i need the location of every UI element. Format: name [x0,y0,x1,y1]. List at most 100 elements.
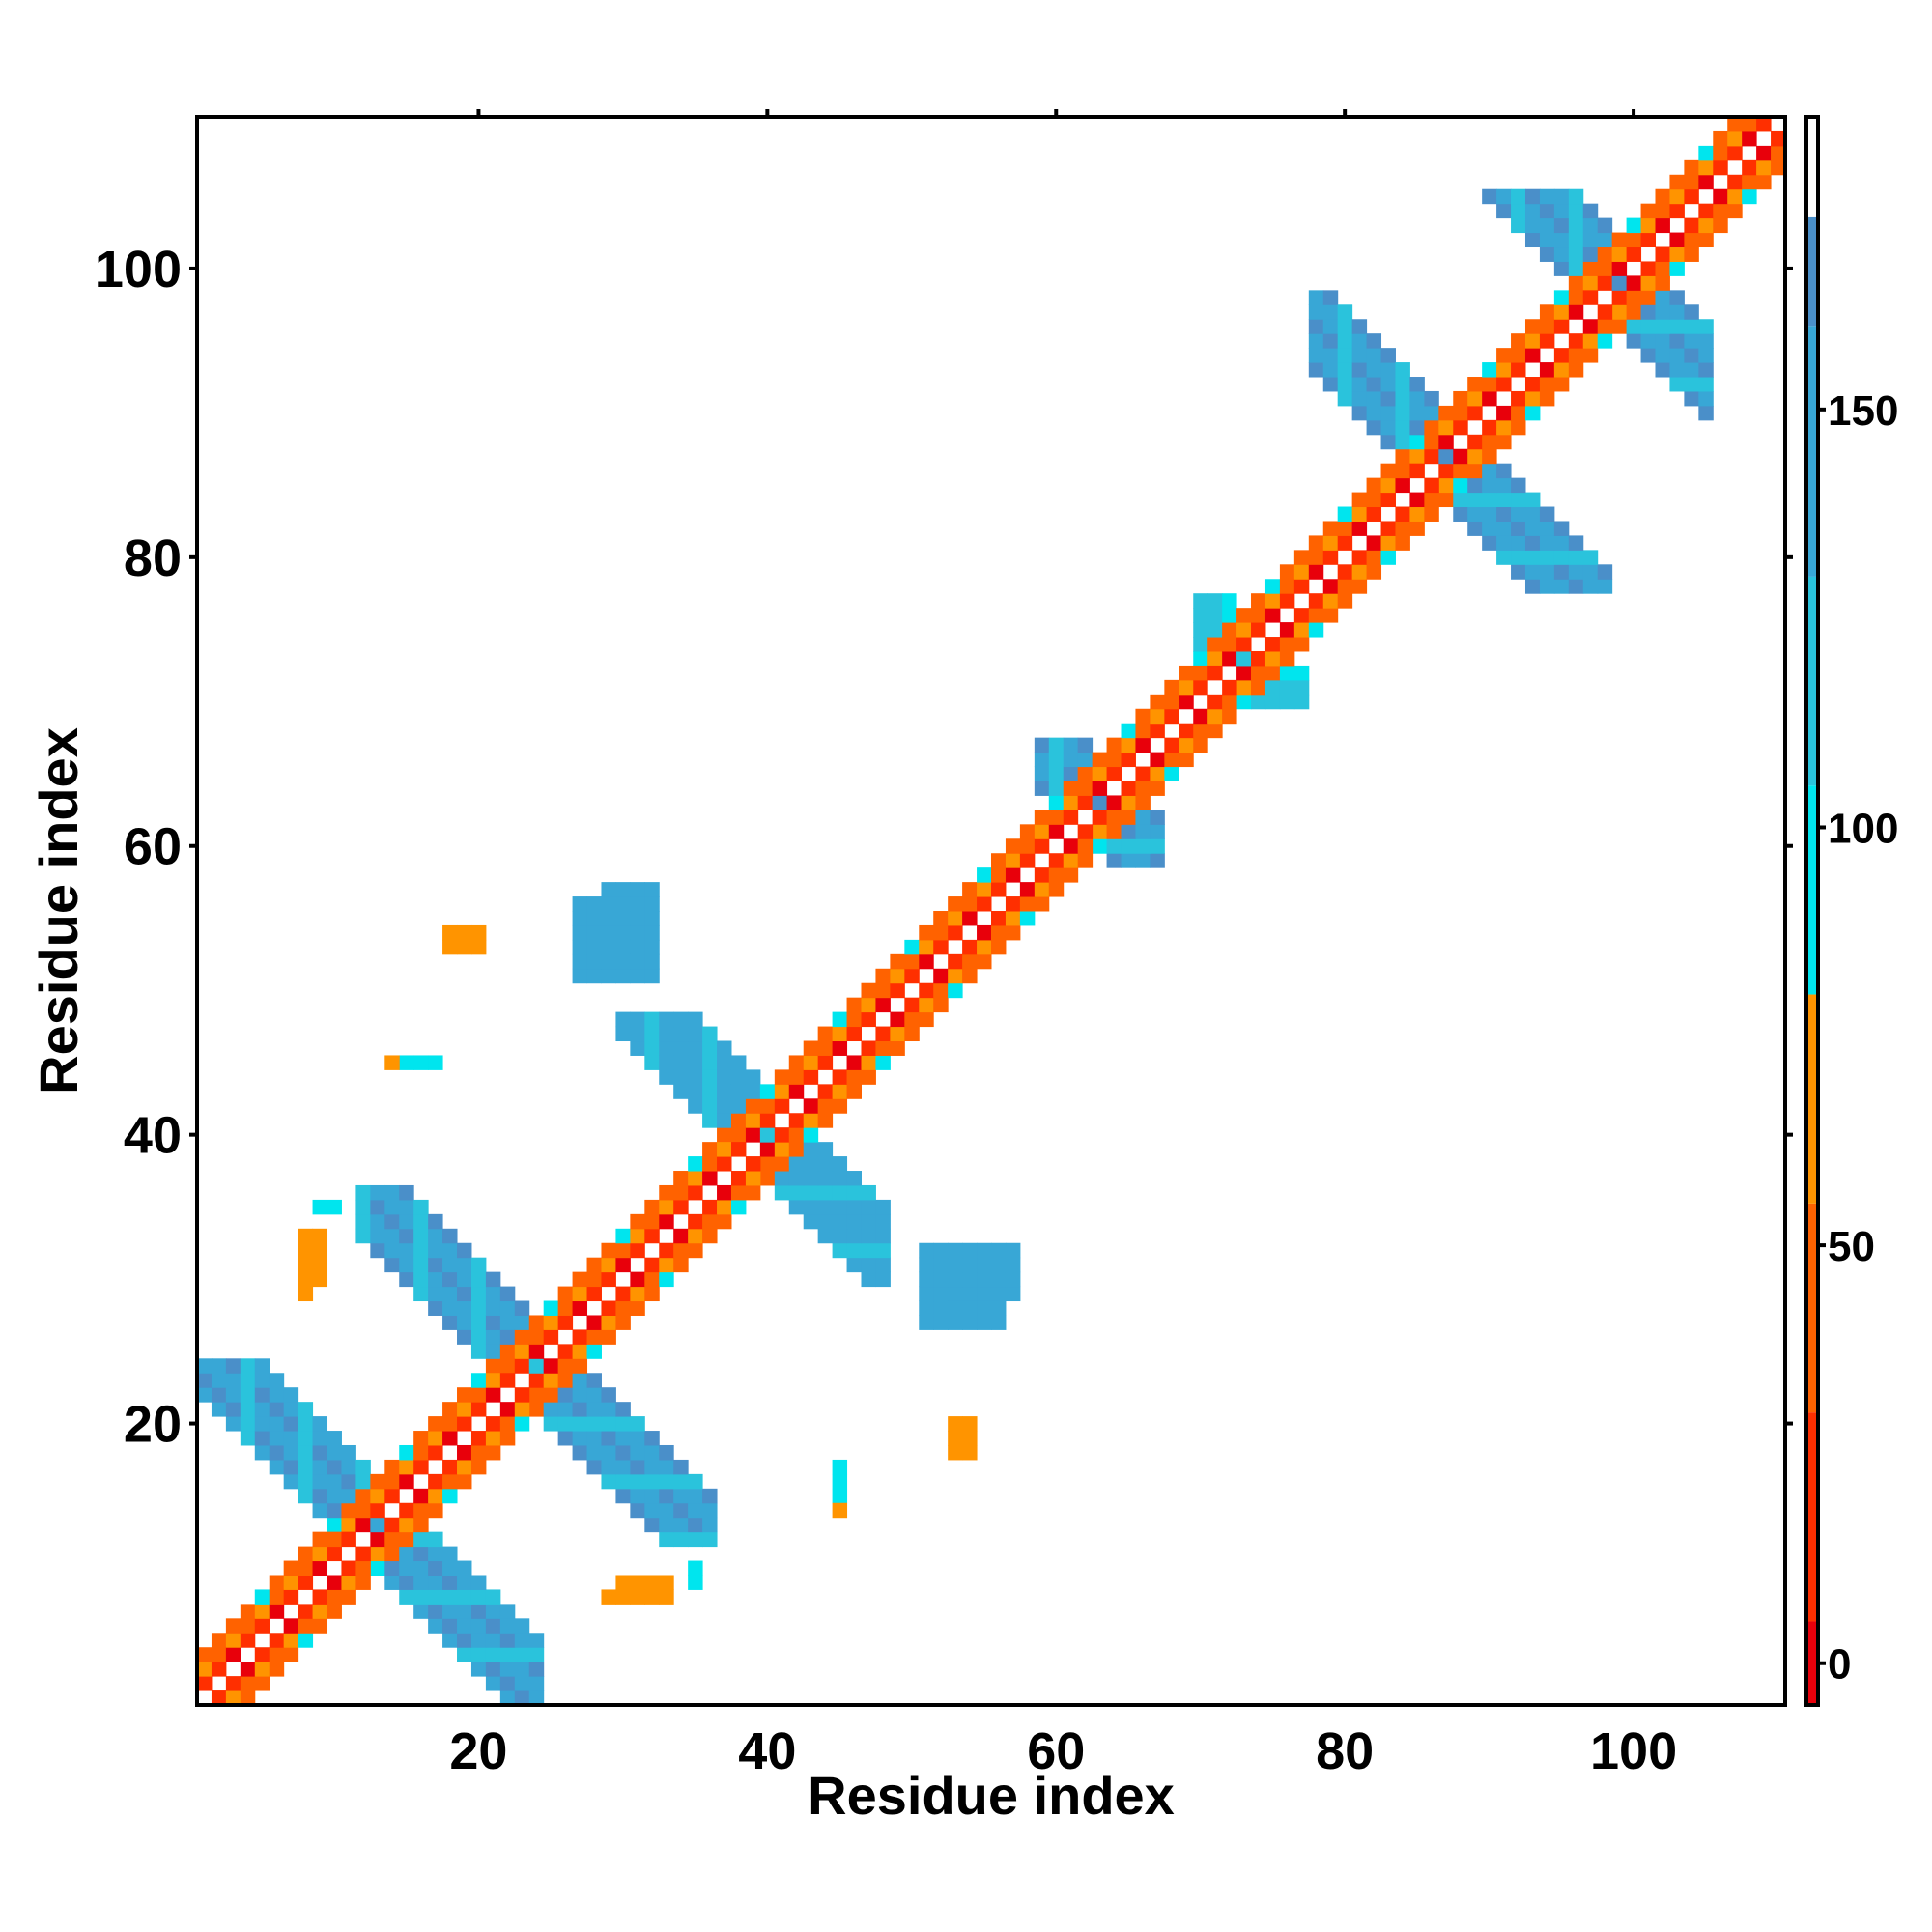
heatmap-cell [428,1560,443,1576]
heatmap-cell [1409,506,1425,522]
heatmap-cell [1005,911,1021,926]
heatmap-cell [832,1213,848,1230]
heatmap-cell [832,1473,848,1490]
heatmap-cell [1655,203,1670,219]
y-axis-title: Residue index [28,727,89,1094]
heatmap-cell [788,1171,805,1186]
heatmap-cell [644,1011,660,1028]
heatmap-cell [557,1431,574,1446]
heatmap-cell [457,1387,472,1403]
heatmap-cell [1511,550,1526,565]
heatmap-cell [1293,679,1310,696]
heatmap-cell [269,1662,285,1677]
colorbar: 0 50 100 150 [1804,115,1898,1707]
heatmap-cell [499,1344,516,1359]
heatmap-cell [586,1387,602,1403]
heatmap-cell [717,1156,732,1172]
heatmap-cell [499,1329,516,1345]
heatmap-cell [1669,261,1685,276]
heatmap-cell [428,1416,443,1432]
heatmap-cell [586,1271,602,1288]
heatmap-cell [557,1358,574,1374]
heatmap-cell [1150,723,1165,739]
heatmap-cell [312,1228,328,1244]
heatmap-cell [745,1069,761,1085]
heatmap-cell [1048,795,1065,810]
heatmap-cell [673,1184,689,1201]
heatmap-cell [341,1517,356,1533]
heatmap-cell [1236,608,1252,623]
heatmap-cell [1337,521,1353,536]
heatmap-cell [991,911,1007,926]
heatmap-cell [673,1228,689,1244]
heatmap-cell [499,1618,516,1634]
heatmap-cell [933,968,949,984]
heatmap-cell [991,1286,1007,1302]
heatmap-cell [846,1055,862,1070]
heatmap-cell [1698,217,1714,234]
heatmap-cell [861,1199,876,1215]
heatmap-cell [254,1358,270,1374]
colorbar-bin [1806,576,1818,786]
heatmap-cell [673,1242,689,1259]
heatmap-cell [730,1113,747,1128]
heatmap-cell [514,1690,530,1706]
heatmap-cell [803,1156,819,1172]
heatmap-cell [1179,752,1194,768]
heatmap-cell [1611,290,1628,305]
heatmap-cell [254,1387,270,1403]
heatmap-cell [470,1300,487,1316]
heatmap-cell [977,953,992,970]
heatmap-cell [832,1040,848,1056]
heatmap-cell [615,1416,631,1432]
heatmap-cell [1351,362,1368,378]
heatmap-cell [788,1142,805,1157]
heatmap-cell [413,1242,429,1259]
heatmap-cell [457,1402,472,1417]
heatmap-cell [1236,637,1252,652]
heatmap-cell [586,1402,602,1417]
heatmap-cell [832,1069,848,1085]
heatmap-cell [788,1156,805,1172]
heatmap-cell [1511,348,1526,363]
heatmap-cell [890,953,905,970]
heatmap-cell [514,1647,530,1662]
heatmap-cell [861,1242,876,1259]
heatmap-cell [225,1647,242,1662]
heatmap-cell [1524,377,1541,392]
heatmap-cell [1395,434,1410,450]
heatmap-cell [759,1098,776,1114]
heatmap-cell [399,1213,414,1230]
heatmap-cell [557,1315,574,1330]
heatmap-cell [644,924,660,941]
heatmap-cell [1034,737,1050,753]
heatmap-cell [499,1676,516,1691]
heatmap-cell [1553,579,1570,594]
heatmap-cell [254,1431,270,1446]
colorbar-bin [1806,216,1818,327]
heatmap-cell [1524,564,1541,580]
heatmap-cell [1135,781,1151,796]
heatmap-cell [442,1546,458,1562]
heatmap-cell [1034,810,1050,825]
heatmap-cell [688,1488,703,1504]
heatmap-cell [1409,463,1425,479]
heatmap-cell [586,1373,602,1388]
heatmap-cell [1351,348,1368,363]
heatmap-cell [759,1084,776,1099]
heatmap-cell [832,1098,848,1114]
heatmap-cell [644,1228,660,1244]
heatmap-cell [1337,319,1353,334]
heatmap-cell [1438,492,1454,508]
heatmap-cell [1453,448,1468,465]
heatmap-cell [211,1387,227,1403]
heatmap-cell [1121,737,1136,753]
heatmap-cell [1511,492,1526,508]
heatmap-cell [1019,853,1036,868]
y-tick-label: 20 [124,1396,182,1454]
heatmap-cell [1034,824,1050,839]
heatmap-cell [485,1358,501,1374]
heatmap-cell [933,1271,949,1288]
heatmap-cell [1048,867,1065,883]
heatmap-cell [586,1315,602,1330]
